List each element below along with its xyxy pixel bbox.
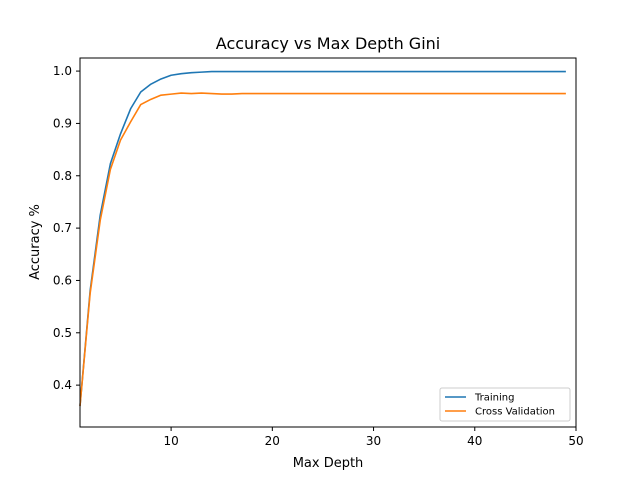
x-tick-label: 30 bbox=[366, 434, 381, 448]
x-tick-label: 50 bbox=[568, 434, 583, 448]
plot-frame bbox=[79, 57, 577, 428]
x-tick-label: 20 bbox=[265, 434, 280, 448]
legend-label-1: Training bbox=[474, 393, 514, 404]
y-tick-label: 0.5 bbox=[53, 326, 72, 340]
x-tick-label: 40 bbox=[467, 434, 482, 448]
y-tick-label: 0.6 bbox=[53, 273, 72, 287]
y-axis-label: Accuracy % bbox=[28, 204, 43, 280]
y-tick-label: 0.7 bbox=[53, 221, 72, 235]
legend-box bbox=[439, 387, 571, 422]
plot-lines bbox=[79, 70, 566, 407]
y-tick-label: 0.8 bbox=[53, 169, 72, 183]
y-tick-label: 0.4 bbox=[53, 378, 72, 392]
x-tick-label: 10 bbox=[163, 434, 178, 448]
series-line-1 bbox=[79, 70, 566, 407]
legend: Training Cross Validation bbox=[439, 387, 571, 422]
chart-title: Accuracy vs Max Depth Gini bbox=[216, 34, 440, 53]
y-tick-label: 1.0 bbox=[53, 64, 72, 78]
legend-label-2: Cross Validation bbox=[475, 407, 555, 418]
y-tick-label: 0.9 bbox=[53, 116, 72, 130]
x-axis-ticks: 10 20 30 40 50 bbox=[163, 427, 584, 448]
x-axis-label: Max Depth bbox=[293, 456, 364, 471]
series-line-2 bbox=[79, 92, 566, 407]
y-axis-ticks: 0.4 0.5 0.6 0.7 0.8 0.9 1.0 bbox=[53, 64, 80, 392]
